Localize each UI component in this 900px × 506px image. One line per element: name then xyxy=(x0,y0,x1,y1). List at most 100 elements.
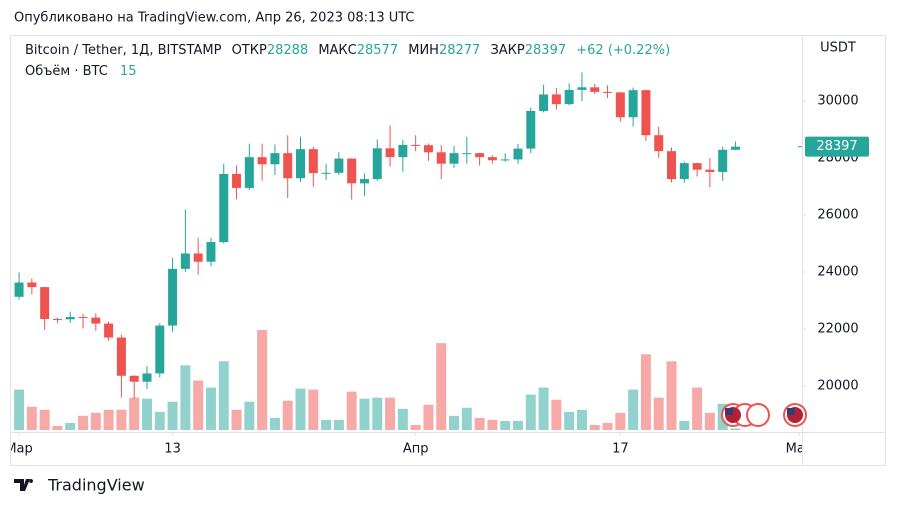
candle-body xyxy=(296,149,306,179)
published-note: Опубликовано на TradingView.com, Апр 26,… xyxy=(14,11,415,26)
candle-body xyxy=(590,87,600,92)
volume-bar xyxy=(500,420,511,430)
volume-bar xyxy=(359,398,370,430)
volume-bar xyxy=(52,425,63,430)
volume-bar xyxy=(103,409,114,430)
volume-bar xyxy=(372,397,383,430)
volume-bar xyxy=(308,389,319,430)
volume-bar xyxy=(116,409,127,430)
candle-body xyxy=(564,89,574,105)
candle-body xyxy=(551,94,561,105)
candle-body xyxy=(679,163,689,180)
candle-body xyxy=(628,90,638,118)
volume-bar xyxy=(461,407,472,430)
high-value: 28577 xyxy=(357,43,398,58)
volume-label: Объём · BTC xyxy=(25,64,108,79)
x-tick-label: Апр xyxy=(403,442,429,457)
candle-body xyxy=(475,153,485,158)
close-label: ЗАКР xyxy=(490,43,524,58)
volume-bar xyxy=(193,380,204,430)
candle-body xyxy=(436,152,446,164)
open-value: 28288 xyxy=(267,43,308,58)
y-tick-label: 30000 xyxy=(817,93,858,108)
candle-body xyxy=(257,157,267,165)
candle-body xyxy=(334,158,344,173)
volume-bar xyxy=(26,406,37,430)
volume-bar xyxy=(346,391,357,430)
volume-bar xyxy=(269,417,280,430)
candle-body xyxy=(641,90,651,136)
candle-body xyxy=(308,149,318,174)
candle-body xyxy=(654,135,664,152)
volume-bar xyxy=(487,419,498,430)
volume-bar xyxy=(449,415,460,430)
low-label: МИН xyxy=(408,43,439,58)
volume-bar xyxy=(512,420,523,430)
x-tick-label: 17 xyxy=(612,442,629,457)
candle-body xyxy=(40,287,50,320)
volume-bar xyxy=(205,387,216,430)
volume-bar xyxy=(14,389,25,430)
volume-bar xyxy=(576,409,587,430)
x-tick-label: Мар xyxy=(5,442,32,457)
y-tick-label: 22000 xyxy=(817,321,858,336)
close-value: 28397 xyxy=(525,43,566,58)
candle-body xyxy=(27,282,37,288)
y-tick-label: 26000 xyxy=(817,207,858,222)
candle-body xyxy=(129,375,139,382)
volume-bar xyxy=(167,401,178,430)
candle-body xyxy=(526,110,536,149)
last-price-label: 28397 xyxy=(816,139,857,154)
candle-body xyxy=(52,319,62,321)
candle-body xyxy=(398,144,408,158)
candle-body xyxy=(155,325,165,374)
candle-body xyxy=(116,337,126,376)
volume-bar xyxy=(410,424,421,430)
volume-bar xyxy=(730,428,741,430)
volume-bar xyxy=(218,361,229,430)
volume-bar xyxy=(628,389,639,430)
change: +62 (+0.22%) xyxy=(576,43,670,58)
candle-body xyxy=(206,242,216,262)
volume-bar xyxy=(180,365,191,430)
candle-body xyxy=(372,148,382,180)
legend: Bitcoin / Tether, 1Д, BITSTAMP ОТКР28288… xyxy=(25,43,670,58)
high-label: МАКС xyxy=(318,43,356,58)
chart-frame xyxy=(10,35,886,466)
candle-body xyxy=(270,153,280,165)
candle-body xyxy=(232,173,242,188)
candle-body xyxy=(65,317,75,320)
candle-body xyxy=(180,253,190,269)
volume-bar xyxy=(90,412,101,430)
candle-body xyxy=(219,173,229,243)
candle-body xyxy=(91,317,101,324)
candle-body xyxy=(411,144,421,146)
event-icons xyxy=(721,403,807,427)
candle-body xyxy=(539,94,549,111)
low-value: 28277 xyxy=(439,43,480,58)
volume-bar xyxy=(474,417,485,430)
candle-body xyxy=(462,153,472,155)
volume-bar xyxy=(653,397,664,430)
volume-bar xyxy=(257,330,268,430)
candle-body xyxy=(718,149,728,172)
volume-bar xyxy=(602,422,613,430)
volume-bar xyxy=(244,401,255,430)
candle-body xyxy=(692,163,702,170)
volume-bar xyxy=(231,409,242,430)
volume-bar xyxy=(436,343,447,430)
volume-bar xyxy=(282,400,293,430)
candle-body xyxy=(667,151,677,180)
volume-bar xyxy=(615,412,626,430)
candle-body xyxy=(283,153,293,179)
volume-bar xyxy=(397,408,408,430)
volume-bar xyxy=(679,420,690,430)
x-tick-label: Май xyxy=(786,442,814,457)
candle-body xyxy=(615,92,625,118)
candle-body xyxy=(244,157,254,188)
candle-body xyxy=(577,87,587,90)
volume-bar xyxy=(39,409,50,430)
y-tick-label: 24000 xyxy=(817,264,858,279)
candle-body xyxy=(487,157,497,161)
volume-legend: Объём · BTC 15 xyxy=(25,64,137,79)
